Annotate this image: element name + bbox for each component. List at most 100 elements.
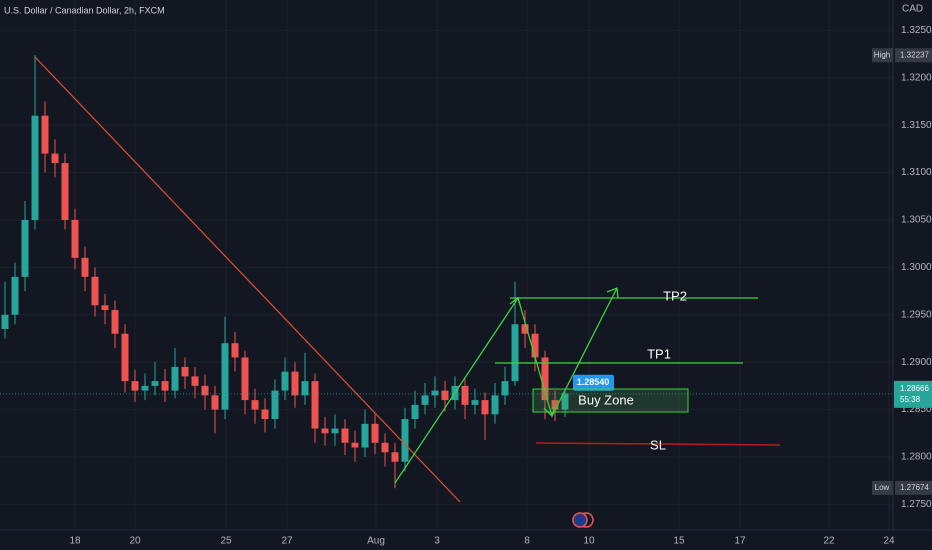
high-value: 1.32237	[900, 50, 929, 59]
trend-line	[34, 56, 461, 503]
drawings: TP2 TP1 SL Buy Zone	[34, 56, 781, 503]
candle-body	[331, 428, 339, 434]
candle-body	[301, 381, 309, 396]
x-tick-label: Aug	[367, 536, 385, 547]
high-name-box	[872, 48, 893, 63]
candle-body	[421, 395, 429, 405]
tp2-label: TP2	[663, 288, 687, 303]
candle-body	[151, 381, 159, 386]
candle-body	[281, 371, 289, 391]
candle-body	[461, 385, 469, 405]
x-tick-label: 15	[673, 536, 685, 547]
candle-body	[181, 366, 189, 377]
candle-body	[91, 276, 99, 306]
candle-body	[131, 381, 139, 391]
axes: 1.32500 1.32000 1.31500 1.31000 1.30500 1.300…	[69, 25, 932, 547]
y-tick-label: 1.31000	[901, 167, 932, 178]
zigzag	[394, 287, 618, 484]
high-name: High	[874, 50, 890, 59]
candle-body	[1, 314, 9, 329]
candle-body	[311, 381, 319, 429]
y-tick-label: 1.30000	[901, 262, 932, 273]
candle-body	[31, 115, 39, 220]
y-tick-label: 1.32500	[901, 25, 932, 36]
y-tick-label: 1.32000	[901, 72, 932, 83]
last-price-label: 1.28666	[900, 384, 929, 393]
x-tick-label: 24	[883, 536, 895, 547]
buy-zone-label: Buy Zone	[578, 392, 634, 407]
candle-body	[51, 153, 59, 164]
x-tick-label: 17	[734, 536, 746, 547]
candle-body	[441, 390, 449, 401]
candle-body	[401, 419, 409, 462]
candle-body	[71, 219, 79, 258]
candle-body	[371, 423, 379, 443]
x-tick-label: 27	[281, 536, 293, 547]
candle-body	[351, 442, 359, 448]
arrow-head	[606, 287, 619, 299]
tp1-label: TP1	[647, 346, 671, 361]
currency-label: CAD	[902, 4, 923, 15]
candle-body	[561, 393, 569, 410]
low-value-box	[895, 480, 932, 495]
candle-body	[41, 115, 49, 154]
candle-body	[321, 428, 329, 434]
candle-body	[11, 276, 19, 315]
candle-body	[81, 257, 89, 277]
candle-body	[521, 324, 529, 334]
x-tick-label: 22	[823, 536, 835, 547]
buy-zone-box	[532, 388, 689, 413]
candle-body	[261, 409, 269, 420]
candle-body	[551, 400, 559, 410]
last-price-box	[894, 380, 932, 408]
candle-body	[101, 305, 109, 311]
candle-body	[411, 404, 419, 420]
candle-body	[471, 400, 479, 405]
candle-body	[271, 390, 279, 420]
candle-body	[381, 442, 389, 453]
y-tick-label: 1.27500	[901, 499, 932, 510]
countdown-label: 55:38	[900, 395, 921, 404]
arrow-head	[543, 405, 556, 418]
chart-title: U.S. Dollar / Canadian Dollar, 2h, FXCM	[4, 5, 165, 15]
candle-body	[201, 385, 209, 396]
candle-body	[121, 333, 129, 382]
candle-body	[291, 371, 299, 396]
x-tick-label: 25	[220, 536, 232, 547]
candle-body	[531, 333, 539, 358]
candle-body	[541, 357, 549, 401]
y-tick-label: 1.28000	[901, 452, 932, 463]
candle-body	[481, 400, 489, 415]
price-label-box	[573, 374, 614, 391]
low-name: Low	[875, 483, 890, 492]
high-value-box	[895, 48, 932, 63]
candle-body	[241, 357, 249, 401]
sl-label: SL	[650, 437, 666, 452]
icon-flag	[572, 512, 588, 528]
candle-body	[191, 376, 199, 386]
y-tick-label: 1.29500	[901, 309, 932, 320]
candle-body	[391, 452, 399, 462]
low-name-box	[872, 480, 893, 495]
candle-body	[431, 390, 439, 396]
candle-body	[211, 395, 219, 410]
candle-body	[141, 385, 149, 391]
candle-body	[61, 163, 69, 220]
y-tick-label: 1.29000	[901, 357, 932, 368]
x-tick-label: 10	[583, 536, 595, 547]
candle-body	[221, 343, 229, 410]
grid	[0, 0, 893, 530]
x-tick-label: 20	[129, 536, 141, 547]
candle-body	[161, 381, 169, 391]
candle-body	[341, 428, 349, 443]
candle-body	[21, 219, 29, 277]
y-tick-label: 1.31500	[901, 120, 932, 131]
candle-body	[231, 343, 239, 358]
candle-body	[511, 324, 519, 382]
candle-body	[251, 400, 259, 410]
price-axis	[893, 0, 932, 530]
x-tick-label: 18	[69, 536, 81, 547]
